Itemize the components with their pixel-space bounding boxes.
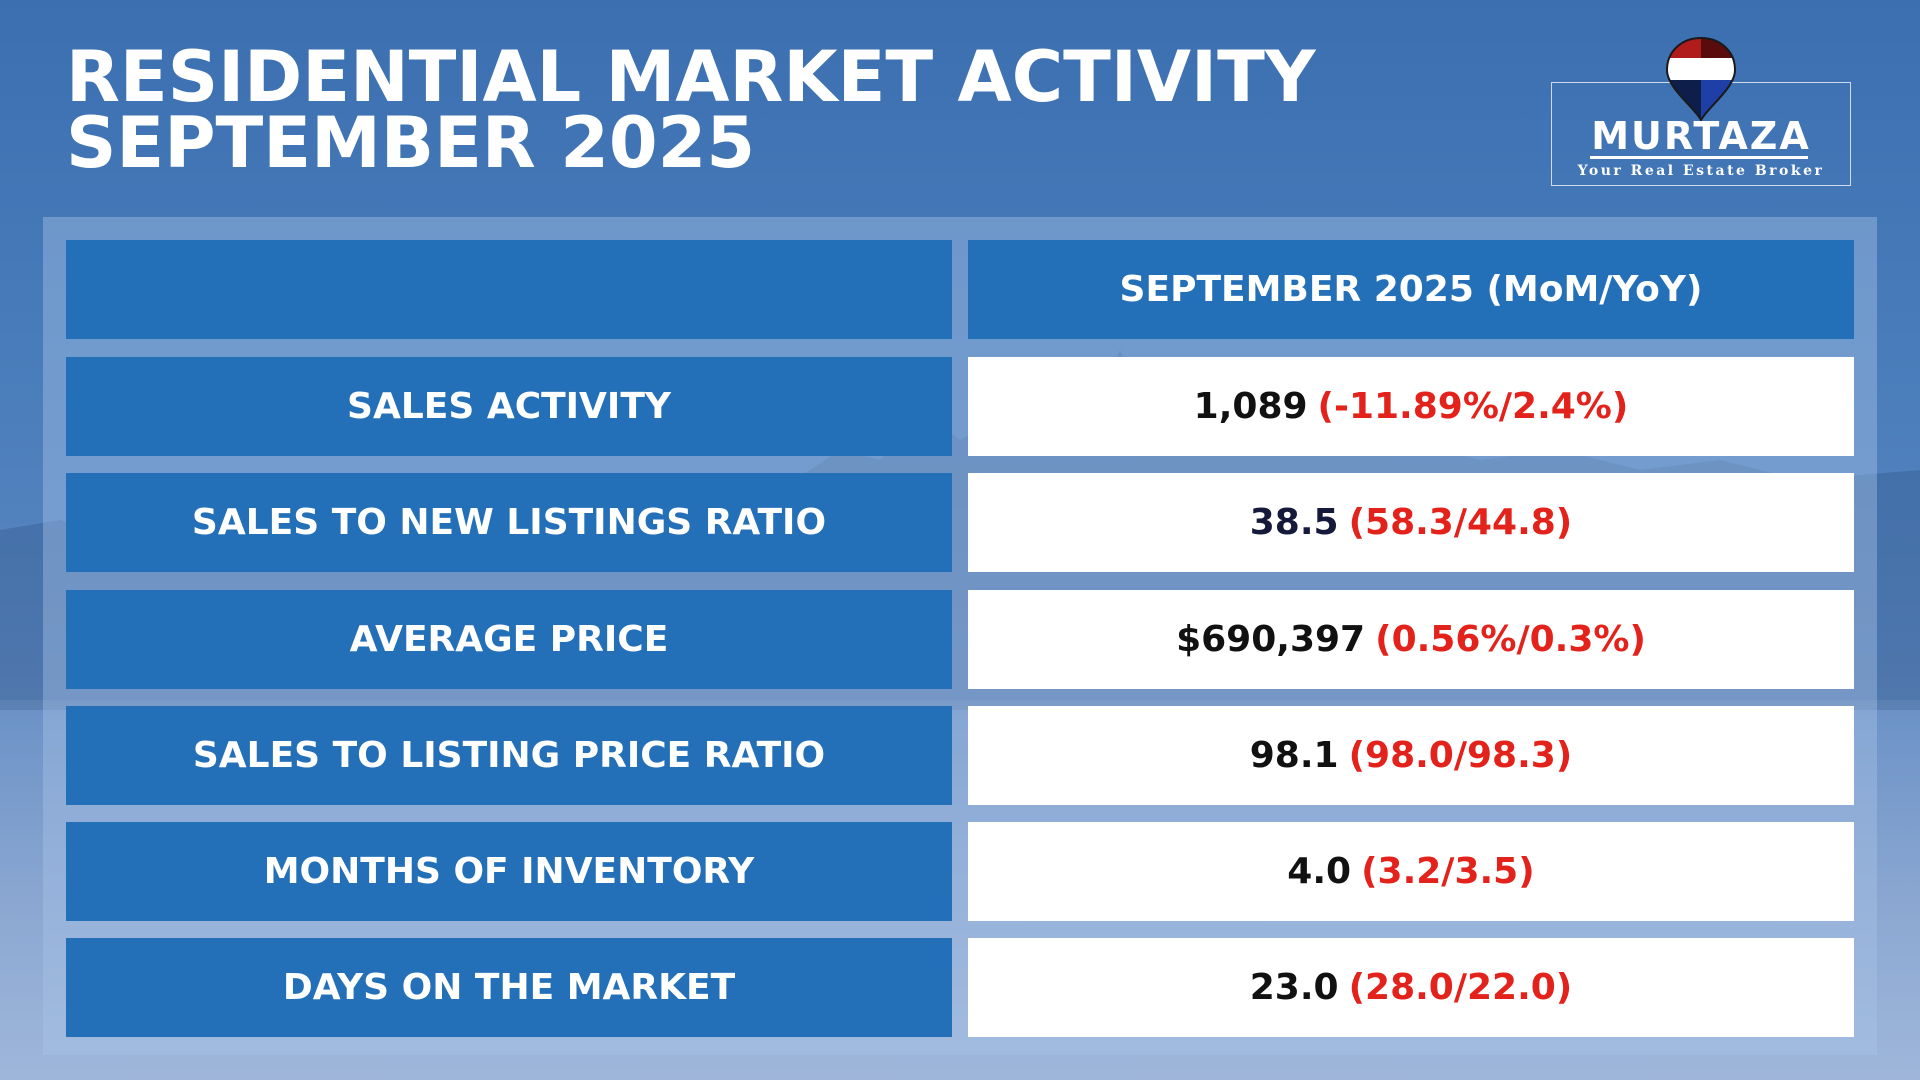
row-value-cell: $690,397 (0.56%/0.3%) [968,590,1854,689]
row-label: SALES ACTIVITY [347,386,671,427]
logo-name: MURTAZA [1591,114,1811,158]
page-title: RESIDENTIAL MARKET ACTIVITY SEPTEMBER 20… [66,36,1316,184]
market-table: SEPTEMBER 2025 (MoM/YoY) SALES ACTIVITY … [43,217,1877,1055]
logo-tagline: Your Real Estate Broker [1577,163,1825,179]
row-value: 38.5 [1249,502,1339,543]
row-change: (3.2/3.5) [1361,851,1535,892]
row-label: SALES TO LISTING PRICE RATIO [192,735,826,776]
row-value: 23.0 [1249,967,1339,1008]
row-value-cell: 38.5 (58.3/44.8) [968,473,1854,572]
row-change: (0.56%/0.3%) [1375,619,1646,660]
row-label-cell: DAYS ON THE MARKET [66,938,952,1037]
row-label: AVERAGE PRICE [349,619,669,660]
header-value-cell: SEPTEMBER 2025 (MoM/YoY) [968,240,1854,339]
row-value-cell: 4.0 (3.2/3.5) [968,822,1854,921]
row-change: (28.0/22.0) [1348,967,1573,1008]
row-value-cell: 98.1 (98.0/98.3) [968,706,1854,805]
header-value: SEPTEMBER 2025 (MoM/YoY) [1119,269,1703,310]
row-label: MONTHS OF INVENTORY [263,851,755,892]
row-change: (-11.89%/2.4%) [1317,386,1629,427]
row-value: 4.0 [1287,851,1352,892]
row-label: DAYS ON THE MARKET [282,967,736,1008]
row-value: $690,397 [1176,619,1366,660]
title-line-2: SEPTEMBER 2025 [66,102,756,184]
row-change: (98.0/98.3) [1348,735,1573,776]
row-label-cell: AVERAGE PRICE [66,590,952,689]
row-label-cell: SALES ACTIVITY [66,357,952,456]
row-value-cell: 23.0 (28.0/22.0) [968,938,1854,1037]
map-pin-icon [1665,36,1737,122]
logo-underline [1590,156,1808,159]
row-label-cell: MONTHS OF INVENTORY [66,822,952,921]
row-label: SALES TO NEW LISTINGS RATIO [191,502,827,543]
row-change: (58.3/44.8) [1348,502,1573,543]
row-label-cell: SALES TO LISTING PRICE RATIO [66,706,952,805]
row-label-cell: SALES TO NEW LISTINGS RATIO [66,473,952,572]
row-value: 1,089 [1193,386,1308,427]
header-label-cell [66,240,952,339]
row-value-cell: 1,089 (-11.89%/2.4%) [968,357,1854,456]
row-value: 98.1 [1249,735,1339,776]
title-line-1: RESIDENTIAL MARKET ACTIVITY [66,36,1316,118]
